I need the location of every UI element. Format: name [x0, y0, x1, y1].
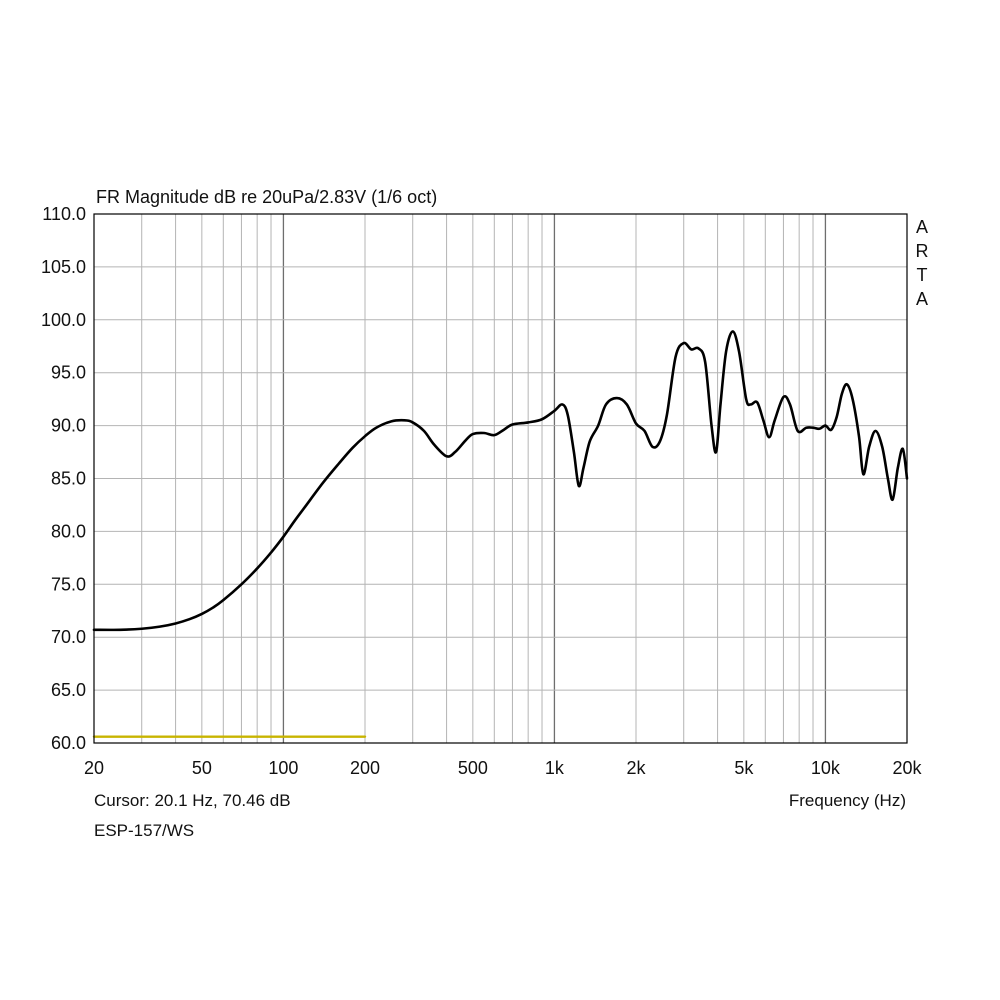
- y-tick-label: 110.0: [42, 204, 86, 224]
- x-tick-label: 5k: [734, 758, 754, 778]
- y-tick-label: 100.0: [41, 310, 86, 330]
- arta-letter-4: A: [916, 289, 928, 309]
- x-tick-label: 100: [268, 758, 298, 778]
- x-tick-label: 1k: [545, 758, 565, 778]
- y-tick-label: 80.0: [51, 521, 86, 541]
- y-tick-label: 75.0: [51, 574, 86, 594]
- arta-letter-1: A: [916, 217, 928, 237]
- y-tick-label: 60.0: [51, 733, 86, 753]
- x-axis-label: Frequency (Hz): [789, 791, 906, 810]
- x-tick-label: 10k: [811, 758, 841, 778]
- x-tick-label: 20k: [892, 758, 922, 778]
- arta-label: A R T A: [916, 217, 929, 309]
- y-tick-label: 95.0: [51, 363, 86, 383]
- plot-frame: [93, 213, 908, 744]
- arta-letter-3: T: [917, 265, 928, 285]
- y-tick-label: 85.0: [51, 469, 86, 489]
- x-tick-label: 20: [84, 758, 104, 778]
- y-tick-label: 105.0: [41, 257, 86, 277]
- y-tick-label: 90.0: [51, 416, 86, 436]
- device-label: ESP-157/WS: [94, 821, 194, 840]
- y-tick-label: 65.0: [51, 680, 86, 700]
- cursor-readout: Cursor: 20.1 Hz, 70.46 dB: [94, 791, 291, 810]
- chart-title: FR Magnitude dB re 20uPa/2.83V (1/6 oct): [96, 187, 437, 207]
- x-tick-label: 500: [458, 758, 488, 778]
- series-layer: [92, 330, 909, 738]
- grid: [94, 214, 907, 743]
- frequency-response-line: [92, 330, 909, 632]
- y-axis-ticks: 110.0 105.0 100.0 95.0 90.0 85.0 80.0 75.0 70.0 6…: [41, 204, 86, 753]
- arta-letter-2: R: [916, 241, 929, 261]
- y-tick-label: 70.0: [51, 627, 86, 647]
- x-tick-label: 200: [350, 758, 380, 778]
- x-tick-label: 50: [192, 758, 212, 778]
- x-axis-ticks: 20 50 100 200 500 1k 2k 5k 10k 20k: [84, 758, 923, 778]
- x-tick-label: 2k: [626, 758, 646, 778]
